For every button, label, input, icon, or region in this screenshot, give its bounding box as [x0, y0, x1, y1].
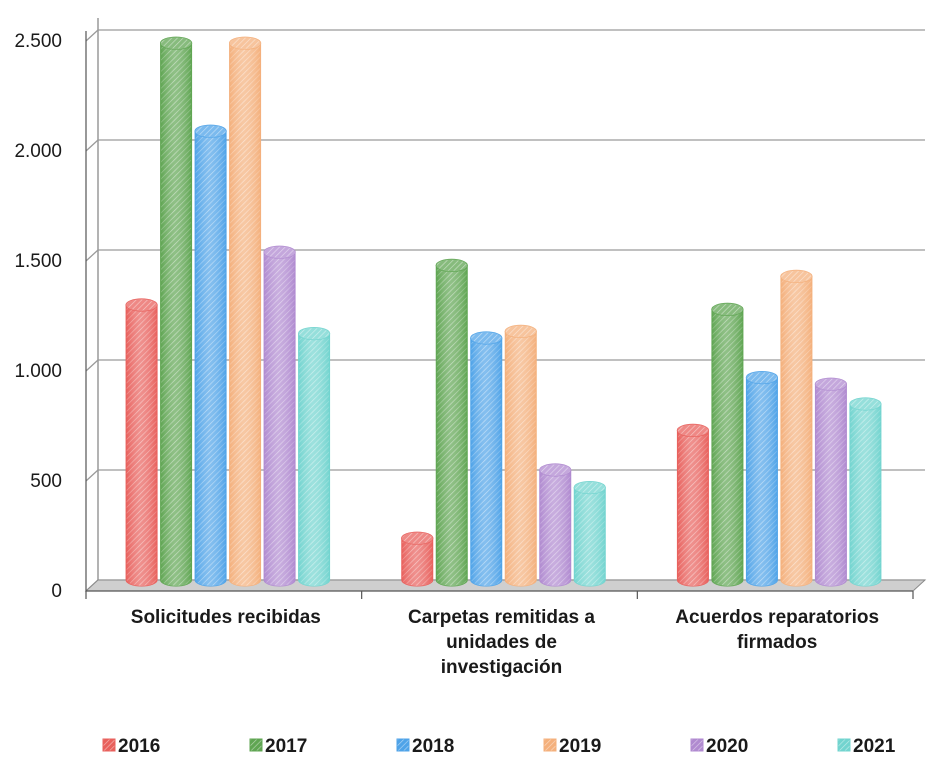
legend-item-2021: 2021	[837, 736, 896, 757]
legend-item-2017: 2017	[249, 736, 307, 757]
bar-2018-2	[470, 331, 503, 587]
bar-2021-1	[297, 327, 331, 587]
bars	[125, 36, 882, 587]
legend-label: 2018	[412, 736, 454, 757]
bar-2019-2	[504, 324, 537, 587]
legend-label: 2017	[265, 736, 307, 757]
legend-label: 2016	[118, 736, 160, 757]
legend-label: 2021	[853, 736, 896, 757]
y-tick-label: 2.000	[14, 141, 62, 162]
legend: 2016 2017 2018 2019 2020 2021	[102, 736, 896, 757]
bar-2021-3	[849, 397, 882, 587]
category-label: Acuerdos reparatorios firmados	[675, 607, 879, 653]
category-labels: Solicitudes recibidas Carpetas remitidas …	[131, 607, 879, 678]
y-tick-label: 1.500	[14, 251, 62, 272]
y-tick-label: 500	[30, 471, 62, 492]
bar-2018-1	[194, 124, 227, 587]
legend-item-2018: 2018	[396, 736, 454, 757]
legend-item-2016: 2016	[102, 736, 160, 757]
legend-swatch	[396, 738, 410, 752]
bar-2016-1	[125, 298, 158, 587]
legend-swatch	[837, 738, 851, 752]
legend-swatch	[690, 738, 704, 752]
bar-2018-3	[745, 371, 779, 587]
category-label: Carpetas remitidas a unidades de investiga…	[408, 607, 595, 678]
bar-2021-2	[573, 481, 606, 587]
bar-2017-2	[435, 258, 468, 587]
y-tick-label: 1.000	[14, 361, 62, 382]
bar-2019-3	[780, 269, 813, 587]
legend-label: 2019	[559, 736, 601, 757]
legend-label: 2020	[706, 736, 748, 757]
y-tick-label: 0	[51, 581, 62, 602]
y-tick-labels: 0 500 1.000 1.500 2.000 2.500	[14, 31, 62, 602]
category-label: Solicitudes recibidas	[131, 607, 321, 628]
bar-2016-3	[676, 423, 710, 587]
bar-2016-2	[401, 531, 434, 587]
bar-2019-1	[228, 36, 262, 587]
bar-2017-1	[159, 36, 193, 587]
legend-item-2020: 2020	[690, 736, 748, 757]
legend-swatch	[543, 738, 557, 752]
bar-2020-2	[539, 463, 572, 587]
legend-swatch	[249, 738, 263, 752]
bar-2017-3	[711, 302, 744, 587]
legend-swatch	[102, 738, 116, 752]
legend-item-2019: 2019	[543, 736, 601, 757]
y-tick-label: 2.500	[14, 31, 62, 52]
bar-2020-3	[814, 377, 848, 587]
bar-2020-1	[263, 245, 296, 587]
